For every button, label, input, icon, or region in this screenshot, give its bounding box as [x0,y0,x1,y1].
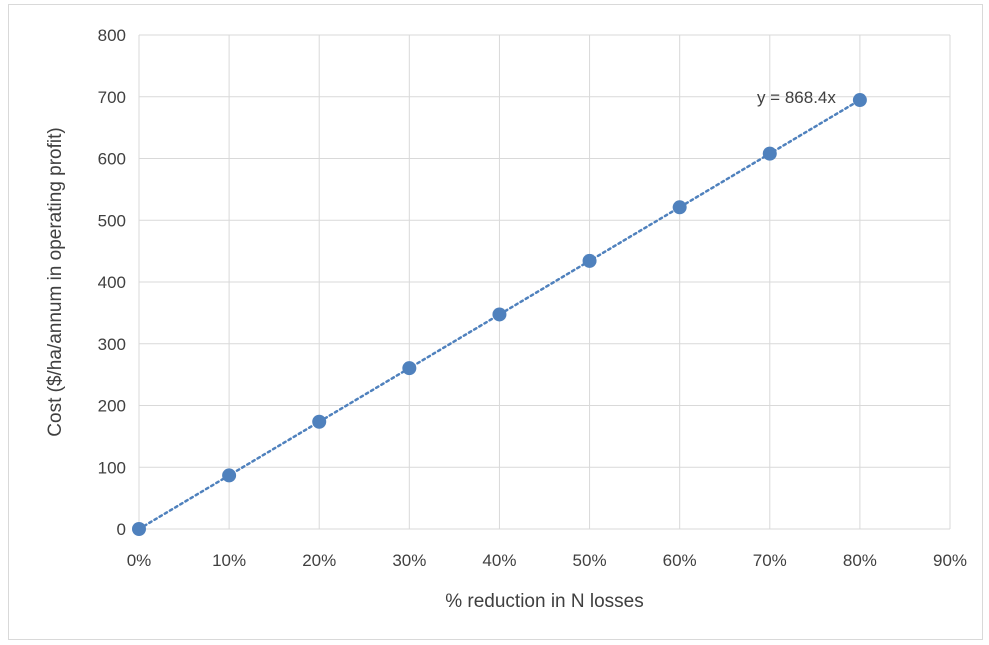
data-point [762,146,777,161]
tick-labels: 0 100 200 300 400 500 600 700 800 0% 10% 20% 30% 40% 5… [98,26,967,570]
data-point [222,468,237,483]
data-point [582,253,597,268]
y-tick-label: 200 [98,397,126,416]
y-tick-label: 800 [98,26,126,45]
x-tick-label: 50% [573,551,607,570]
data-point [852,93,867,108]
chart-frame [8,4,983,640]
y-tick-label: 100 [98,458,126,477]
y-tick-label: 300 [98,335,126,354]
x-tick-label: 0% [127,551,152,570]
y-tick-label: 0 [117,520,126,539]
data-point [492,307,507,322]
x-tick-label: 80% [843,551,877,570]
x-tick-label: 20% [302,551,336,570]
data-point [402,361,417,376]
gridlines [138,34,951,530]
data-point [132,522,146,536]
data-point [312,414,327,429]
y-tick-label: 600 [98,150,126,169]
y-tick-label: 500 [98,211,126,230]
y-tick-label: 400 [98,273,126,292]
x-axis-title: % reduction in N losses [445,591,644,612]
trendline-equation-label: y = 868.4x [757,88,836,107]
x-tick-label: 60% [663,551,697,570]
data-point [672,200,687,215]
x-tick-label: 70% [753,551,787,570]
x-tick-label: 40% [482,551,516,570]
x-tick-label: 30% [392,551,426,570]
y-axis-title: Cost ($/ha/annum in operating profit) [45,127,66,436]
data-points [132,93,867,536]
x-tick-label: 90% [933,551,967,570]
x-tick-label: 10% [212,551,246,570]
y-tick-label: 700 [98,88,126,107]
